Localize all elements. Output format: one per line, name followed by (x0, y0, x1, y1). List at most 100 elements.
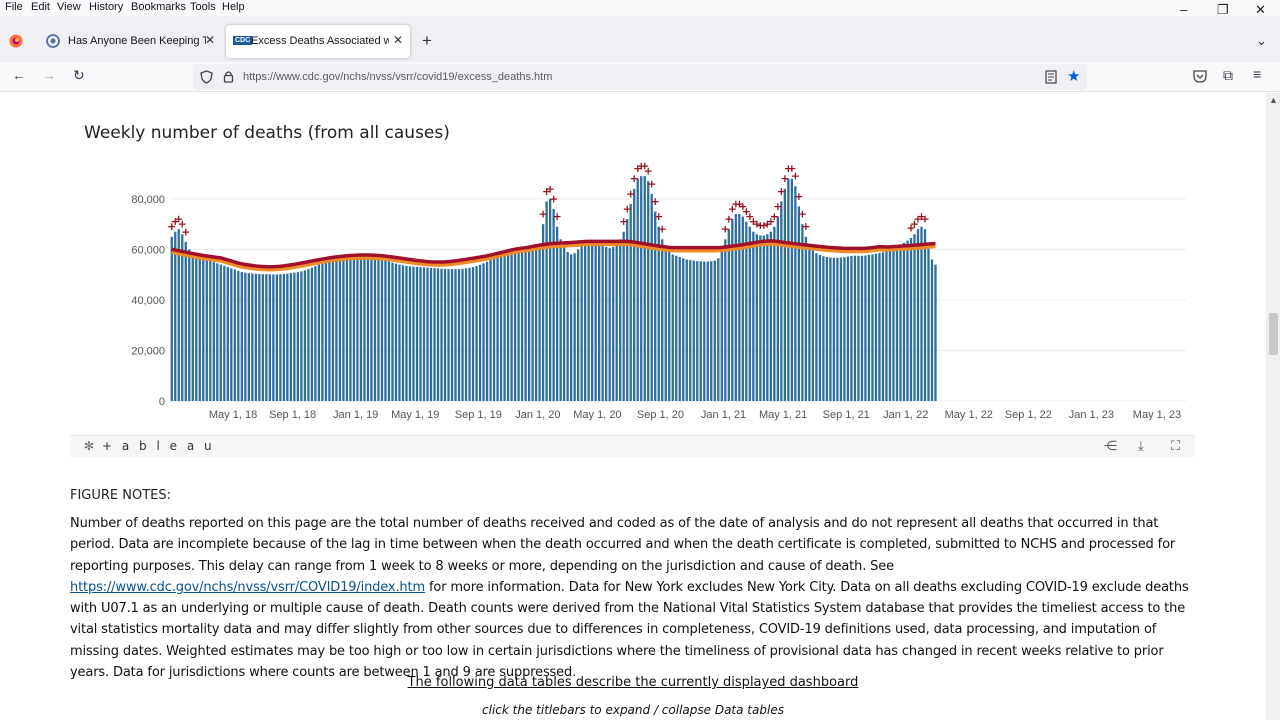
tableau-toolbar: ✻ + a b l e a u ⋲ ⤓ ⛶ (70, 435, 1195, 457)
covid19-index-link[interactable]: https://www.cdc.gov/nchs/nvss/vsrr/COVID… (70, 579, 425, 595)
bar (468, 267, 471, 401)
tab-excess-deaths[interactable]: CDC Excess Deaths Associated with COVID-… (226, 25, 410, 58)
share-icon[interactable]: ⋲ (1104, 438, 1117, 453)
bar (349, 254, 352, 401)
menu-file[interactable]: File (5, 1, 23, 13)
threshold-marker: + (539, 208, 548, 221)
bar (464, 268, 468, 401)
bar (307, 269, 310, 401)
extensions-icon[interactable]: ⧉ (1223, 67, 1233, 83)
bar (678, 257, 681, 401)
menu-bookmarks[interactable]: Bookmarks (131, 1, 187, 13)
bookmark-star-icon[interactable]: ★ (1067, 68, 1081, 85)
threshold-marker: + (553, 210, 562, 223)
bar (832, 257, 836, 401)
bar (303, 270, 307, 401)
bar (181, 234, 184, 401)
bar (356, 254, 359, 401)
bar (615, 244, 618, 401)
bar (489, 260, 492, 401)
reader-view-icon[interactable] (1045, 70, 1057, 84)
bar (405, 265, 408, 401)
bar (654, 211, 657, 401)
tab-close-icon[interactable]: ✕ (205, 33, 216, 47)
menu-help[interactable]: Help (222, 1, 245, 13)
firefox-icon[interactable] (9, 34, 23, 48)
bar (282, 273, 286, 401)
bar (342, 254, 345, 401)
vertical-scrollbar[interactable]: ▲ (1266, 93, 1280, 720)
bar (913, 234, 916, 401)
bar (692, 260, 695, 401)
menu-view[interactable]: View (57, 1, 81, 13)
bar (300, 271, 303, 401)
scrollbar-thumb[interactable] (1269, 313, 1278, 355)
new-tab-button[interactable]: + (422, 31, 432, 50)
threshold-marker: + (637, 160, 646, 173)
bar (682, 258, 685, 401)
bar (619, 239, 622, 401)
close-window-button[interactable]: ✕ (1255, 2, 1266, 17)
bar (527, 251, 531, 401)
minimize-button[interactable]: – (1180, 2, 1188, 17)
url-text[interactable]: https://www.cdc.gov/nchs/nvss/vsrr/covid… (243, 71, 553, 83)
forward-icon[interactable]: → (42, 67, 56, 83)
lock-icon[interactable] (223, 70, 234, 83)
bar (205, 259, 208, 401)
bar (265, 274, 268, 401)
app-menu-icon[interactable]: ≡ (1253, 66, 1262, 82)
bar (296, 272, 300, 401)
bar (279, 274, 282, 401)
bar (380, 258, 384, 401)
bar (867, 254, 871, 401)
url-bar[interactable]: https://www.cdc.gov/nchs/nvss/vsrr/covid… (193, 64, 1087, 90)
bar (258, 273, 261, 401)
list-all-tabs-icon[interactable]: ⌄ (1256, 33, 1267, 48)
weekly-deaths-chart[interactable]: ++++++++++ ++++++++++++ ++++++++++++++++++… (0, 93, 1266, 433)
scroll-up-icon[interactable]: ▲ (1269, 95, 1278, 105)
threshold-marker: + (721, 223, 730, 236)
bar (906, 240, 909, 401)
bar (790, 178, 794, 401)
tableau-sparkle-icon: ✻ (84, 439, 95, 453)
bar (247, 273, 250, 401)
bar (174, 231, 177, 401)
bar (748, 226, 751, 401)
bar (685, 259, 688, 401)
menu-history[interactable]: History (89, 1, 124, 13)
bar (226, 267, 229, 401)
bar (591, 240, 594, 401)
bar (822, 256, 825, 401)
fullscreen-icon[interactable]: ⛶ (1171, 438, 1181, 453)
bar (394, 263, 398, 401)
bar (534, 250, 538, 401)
reload-icon[interactable]: ↻ (73, 67, 85, 83)
bar (436, 268, 440, 401)
back-icon[interactable]: ← (12, 67, 26, 83)
bar (454, 269, 457, 401)
tableau-logo[interactable]: + a b l e a u (102, 439, 215, 453)
download-icon[interactable]: ⤓ (1138, 438, 1144, 453)
tab-close-icon[interactable]: ✕ (393, 33, 404, 47)
menu-edit[interactable]: Edit (31, 1, 50, 13)
bar (580, 244, 583, 401)
notes-text-1: Number of deaths reported on this page a… (70, 516, 1176, 574)
bar (230, 268, 233, 401)
y-tick-label: 0 (159, 396, 165, 408)
shield-icon[interactable] (200, 70, 213, 84)
x-tick-label: May 1, 20 (573, 409, 621, 421)
menu-tools[interactable]: Tools (190, 1, 216, 13)
bar (724, 239, 727, 401)
figure-notes-body: Number of deaths reported on this page a… (70, 513, 1195, 683)
bar (191, 254, 194, 401)
pocket-icon[interactable] (1193, 70, 1207, 83)
bar (668, 251, 671, 401)
threshold-marker: + (728, 203, 737, 216)
restore-button[interactable]: ❐ (1217, 2, 1229, 17)
x-tick-label: Jan 1, 22 (883, 409, 928, 421)
bar (363, 254, 366, 401)
tab-favicon-icon (46, 34, 60, 48)
tab-has-anyone[interactable]: Has Anyone Been Keeping Track ✕ (38, 25, 220, 58)
bar (338, 255, 342, 401)
bar (818, 254, 822, 401)
